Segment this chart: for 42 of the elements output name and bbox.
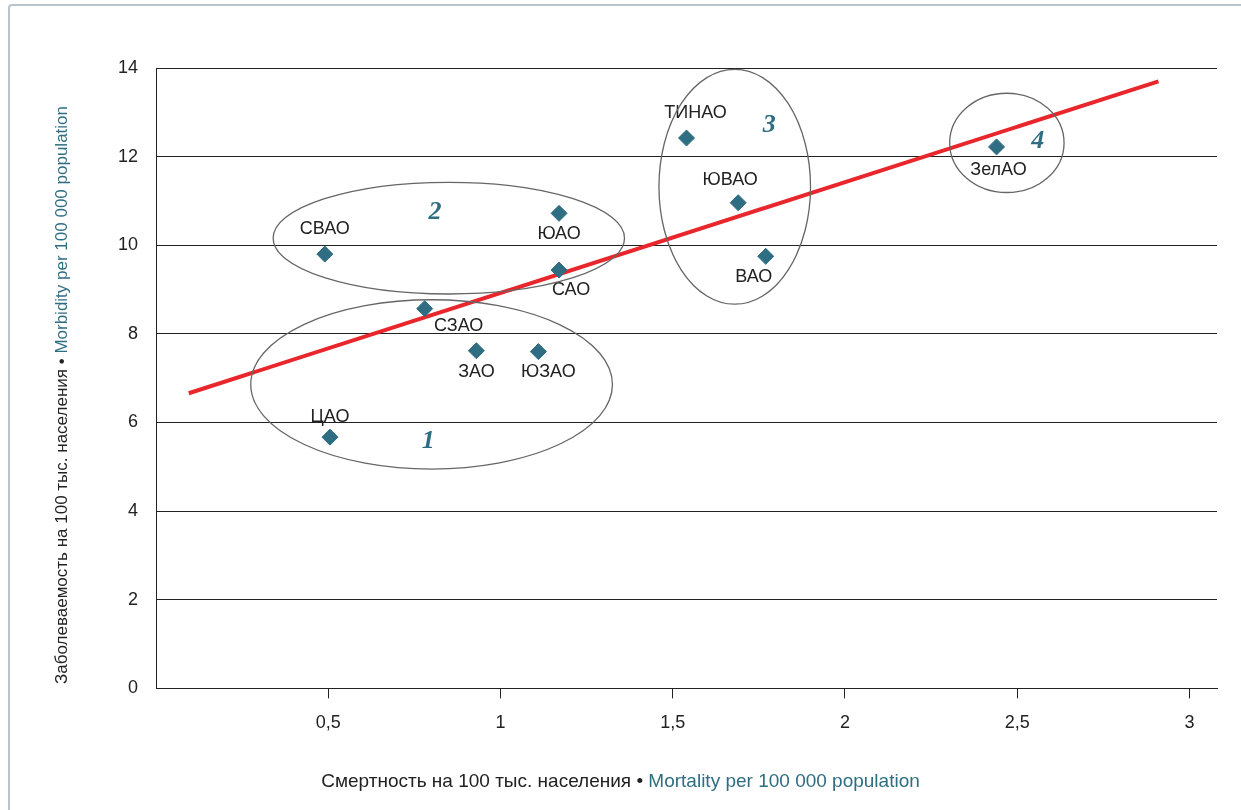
annotation: ЦАО — [310, 406, 350, 427]
y-tick-label: 12 — [117, 145, 139, 166]
x-tick-label: 0,5 — [315, 712, 341, 733]
annotation: 2 — [427, 196, 442, 226]
point — [550, 204, 568, 222]
annotation: ТИНАО — [664, 101, 727, 122]
y-tick-label: 0 — [128, 677, 139, 698]
y-tick-label: 8 — [128, 322, 139, 343]
annotation: 4 — [1030, 124, 1045, 154]
y-tick-label: 2 — [128, 588, 139, 609]
annotation: ЮЗАО — [521, 360, 576, 381]
point — [529, 343, 547, 361]
annotation: 3 — [761, 108, 776, 138]
annotation: СЗАО — [434, 314, 484, 335]
x-tick-label: 3 — [1184, 712, 1195, 733]
annotation: ЗелАО — [970, 158, 1027, 179]
point — [550, 261, 568, 279]
x-tick-label: 2,5 — [1004, 712, 1030, 733]
point — [467, 342, 485, 360]
point — [988, 138, 1006, 156]
annotation: САО — [551, 279, 591, 300]
point — [729, 194, 747, 212]
x-tick-label: 2 — [839, 712, 850, 733]
x-tick-label: 1,5 — [660, 712, 686, 733]
annotation: СВАО — [299, 218, 350, 239]
y-tick-label: 4 — [128, 500, 139, 521]
annotation: ЗАО — [458, 360, 495, 381]
annotation: 1 — [421, 424, 435, 454]
annotation: ЮВАО — [702, 168, 758, 189]
annotation: ЮАО — [537, 223, 581, 244]
point — [416, 300, 434, 318]
y-tick-label: 10 — [117, 234, 139, 255]
point — [321, 428, 339, 446]
point — [316, 245, 334, 263]
x-tick-label: 1 — [495, 712, 506, 733]
x-axis-title: Смертность на 100 тыс. населения • Mortality per 100 000 population — [320, 770, 921, 792]
point — [678, 129, 696, 147]
y-tick-label: 14 — [117, 56, 139, 77]
y-axis-title: Заболеваемость на 100 тыс. населения • Morbidity per 100 000 population — [52, 105, 72, 686]
point — [757, 247, 775, 265]
annotation: ВАО — [735, 266, 773, 287]
y-tick-label: 6 — [128, 411, 139, 432]
